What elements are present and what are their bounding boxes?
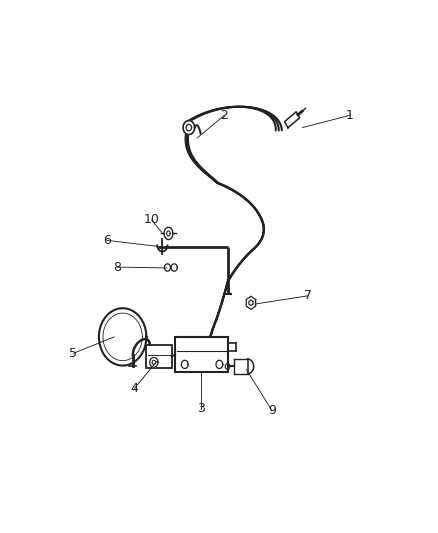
- Polygon shape: [150, 358, 158, 367]
- Polygon shape: [171, 264, 177, 271]
- Text: 6: 6: [103, 234, 111, 247]
- Text: 1: 1: [346, 109, 354, 122]
- Polygon shape: [183, 120, 194, 134]
- FancyBboxPatch shape: [146, 345, 172, 368]
- Polygon shape: [164, 264, 170, 271]
- Polygon shape: [164, 227, 173, 240]
- Text: 4: 4: [131, 382, 138, 394]
- FancyBboxPatch shape: [175, 337, 228, 372]
- Text: 7: 7: [304, 289, 312, 302]
- Text: 8: 8: [113, 261, 122, 273]
- Text: 5: 5: [69, 347, 78, 360]
- Polygon shape: [181, 360, 188, 368]
- Polygon shape: [99, 308, 146, 366]
- Polygon shape: [216, 360, 223, 368]
- Text: 9: 9: [268, 404, 276, 417]
- Text: 3: 3: [197, 402, 205, 415]
- Text: 10: 10: [144, 213, 159, 227]
- Text: 2: 2: [221, 109, 228, 122]
